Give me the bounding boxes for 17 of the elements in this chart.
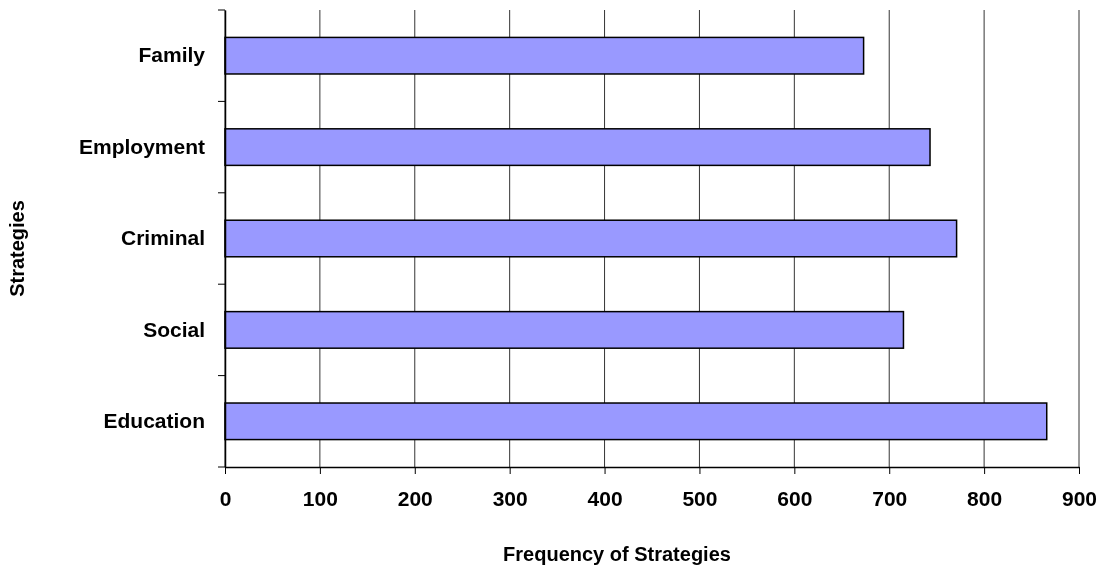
x-tick-label: 100 <box>302 487 338 511</box>
x-tick-label: 600 <box>777 487 813 511</box>
y-tick-label: Family <box>138 43 206 67</box>
x-tick-label: 700 <box>872 487 908 511</box>
y-tick-label: Social <box>143 317 205 341</box>
x-tick-label: 500 <box>682 487 718 511</box>
x-tick-label: 400 <box>587 487 623 511</box>
y-tick-label: Criminal <box>120 226 205 250</box>
x-axis-title: Frequency of Strategies <box>503 543 731 565</box>
x-tick-label: 200 <box>397 487 433 511</box>
x-tick-label: 300 <box>492 487 528 511</box>
y-axis-title: Strategies <box>6 200 28 297</box>
x-tick-label: 0 <box>219 487 232 511</box>
y-tick-label: Employment <box>78 134 205 158</box>
x-tick-label: 800 <box>967 487 1003 511</box>
y-tick-label: Education <box>103 409 205 433</box>
x-tick-label: 900 <box>1061 487 1098 511</box>
